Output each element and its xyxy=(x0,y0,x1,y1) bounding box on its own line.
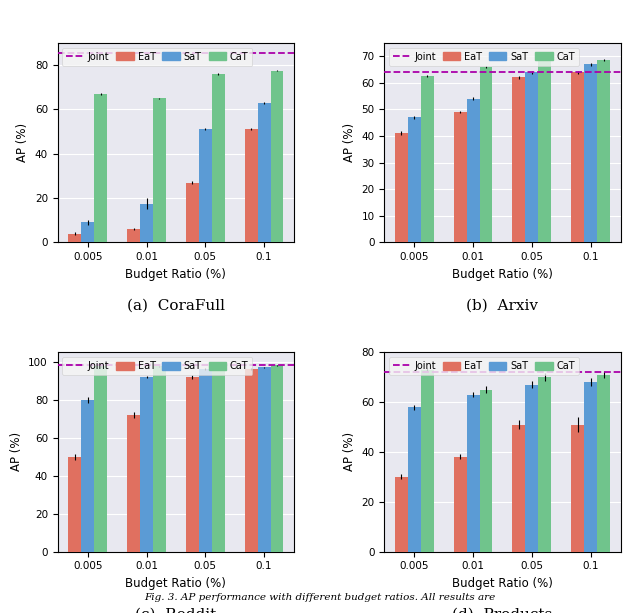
Bar xyxy=(395,134,408,242)
Bar xyxy=(94,94,107,242)
Legend: Joint, EaT, SaT, CaT: Joint, EaT, SaT, CaT xyxy=(63,357,252,375)
Bar xyxy=(199,369,212,552)
Bar xyxy=(408,118,420,242)
Bar xyxy=(454,112,467,242)
Legend: Joint, EaT, SaT, CaT: Joint, EaT, SaT, CaT xyxy=(389,48,579,66)
Text: (d)  Products: (d) Products xyxy=(452,607,552,613)
Bar xyxy=(408,407,420,552)
Bar xyxy=(525,72,538,242)
Bar xyxy=(186,183,199,242)
Bar xyxy=(584,64,597,242)
Y-axis label: AP (%): AP (%) xyxy=(16,123,29,162)
Bar xyxy=(153,367,166,552)
Bar xyxy=(186,377,199,552)
Bar xyxy=(81,400,94,552)
Bar xyxy=(153,98,166,242)
Text: (b)  Arxiv: (b) Arxiv xyxy=(467,299,538,312)
Bar xyxy=(258,367,271,552)
Text: (a)  CoraFull: (a) CoraFull xyxy=(127,299,225,312)
X-axis label: Budget Ratio (%): Budget Ratio (%) xyxy=(452,268,553,281)
X-axis label: Budget Ratio (%): Budget Ratio (%) xyxy=(452,577,553,590)
Bar xyxy=(258,103,271,242)
Bar xyxy=(244,129,258,242)
Bar xyxy=(479,390,493,552)
Bar xyxy=(395,477,408,552)
Legend: Joint, EaT, SaT, CaT: Joint, EaT, SaT, CaT xyxy=(63,48,252,66)
Bar xyxy=(420,370,434,552)
Bar xyxy=(68,457,81,552)
Legend: Joint, EaT, SaT, CaT: Joint, EaT, SaT, CaT xyxy=(389,357,579,375)
Bar xyxy=(525,384,538,552)
Bar xyxy=(81,223,94,242)
Bar xyxy=(140,377,153,552)
Y-axis label: AP (%): AP (%) xyxy=(343,432,356,471)
X-axis label: Budget Ratio (%): Budget Ratio (%) xyxy=(125,577,227,590)
Bar xyxy=(513,77,525,242)
Bar xyxy=(572,425,584,552)
Bar xyxy=(420,76,434,242)
Bar xyxy=(538,377,551,552)
Bar xyxy=(597,375,610,552)
Bar xyxy=(68,234,81,242)
Bar xyxy=(454,457,467,552)
Bar xyxy=(479,67,493,242)
Bar xyxy=(538,56,551,242)
Bar xyxy=(244,369,258,552)
Text: Fig. 3. AP performance with different budget ratios. All results are: Fig. 3. AP performance with different bu… xyxy=(145,593,495,602)
Bar xyxy=(199,129,212,242)
Bar xyxy=(572,72,584,242)
Text: (c)  Reddit: (c) Reddit xyxy=(135,607,216,613)
Y-axis label: AP (%): AP (%) xyxy=(10,432,22,471)
Bar xyxy=(467,99,479,242)
Bar xyxy=(140,204,153,242)
Bar xyxy=(584,382,597,552)
Bar xyxy=(212,365,225,552)
Bar xyxy=(127,415,140,552)
Bar xyxy=(271,365,284,552)
Y-axis label: AP (%): AP (%) xyxy=(343,123,356,162)
Bar xyxy=(212,74,225,242)
Bar xyxy=(597,60,610,242)
Bar xyxy=(94,367,107,552)
Bar xyxy=(513,425,525,552)
Bar xyxy=(127,229,140,242)
Bar xyxy=(467,395,479,552)
Bar xyxy=(271,70,284,242)
X-axis label: Budget Ratio (%): Budget Ratio (%) xyxy=(125,268,227,281)
